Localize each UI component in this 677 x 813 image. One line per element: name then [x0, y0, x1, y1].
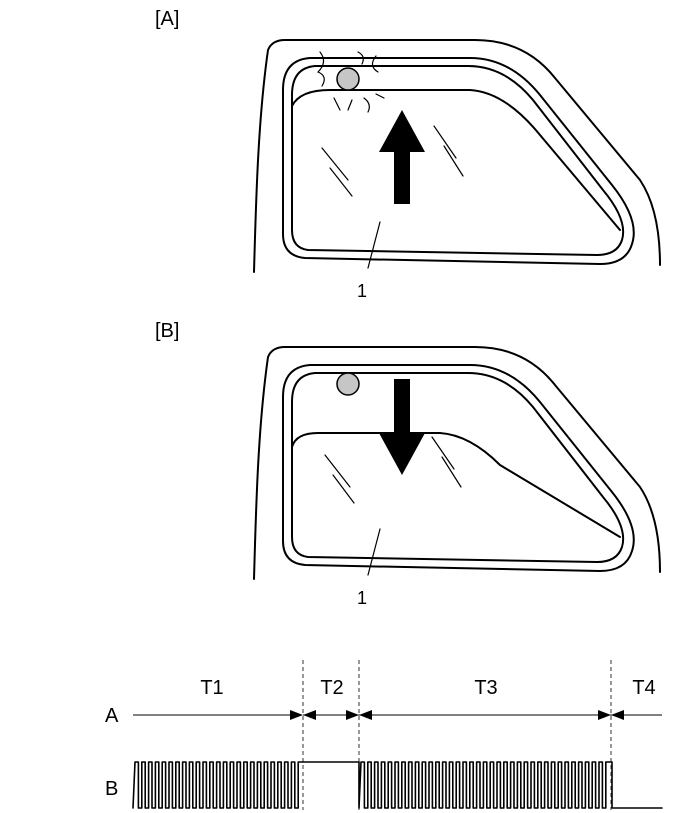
panel-b: [B] 1: [155, 320, 661, 608]
period-label-t2: T2: [320, 677, 343, 699]
glass-reflection-mark: [443, 145, 464, 177]
window-frame-outer-b: [282, 364, 635, 572]
window-frame-inner-b: [291, 372, 625, 563]
arrow-up-icon: [379, 110, 425, 204]
window-glass-edge-a: [291, 89, 621, 231]
window-glass-edge-b: [291, 432, 621, 538]
glass-reflection-mark: [329, 167, 353, 197]
glass-reflection-mark: [321, 147, 349, 181]
period-label-t1: T1: [200, 677, 223, 699]
part-leader-line-b: [367, 528, 381, 576]
glass-reflection-mark: [332, 474, 355, 504]
part-leader-line-a: [367, 221, 381, 269]
door-outline-b: [253, 346, 661, 580]
period-label-t3: T3: [474, 677, 497, 699]
row-label-a: A: [105, 705, 119, 727]
arrow-down-icon: [379, 379, 425, 475]
panel-b-label: [B]: [155, 320, 179, 342]
pinch-impact-icon: [316, 51, 385, 113]
timing-chart: T1 T2 T3 T4 A B: [105, 660, 663, 810]
glass-reflection-mark: [441, 456, 462, 488]
row-label-b: B: [105, 778, 118, 800]
window-frame-outer-a: [282, 57, 635, 265]
pinched-object-icon: [336, 67, 360, 91]
panel-a: [A] 1: [155, 8, 661, 301]
part-number-a: 1: [357, 281, 367, 301]
window-frame-inner-a: [291, 65, 625, 256]
glass-reflection-mark: [433, 125, 457, 159]
panel-a-label: [A]: [155, 8, 179, 30]
glass-reflection-mark: [324, 454, 351, 488]
door-outline-a: [253, 39, 661, 273]
row-b-pulse-waveform: [132, 761, 663, 809]
part-number-b: 1: [357, 588, 367, 608]
object-icon: [336, 372, 360, 396]
period-label-t4: T4: [632, 677, 655, 699]
row-a-dimension-line: [133, 710, 662, 720]
glass-reflection-mark: [431, 436, 455, 470]
